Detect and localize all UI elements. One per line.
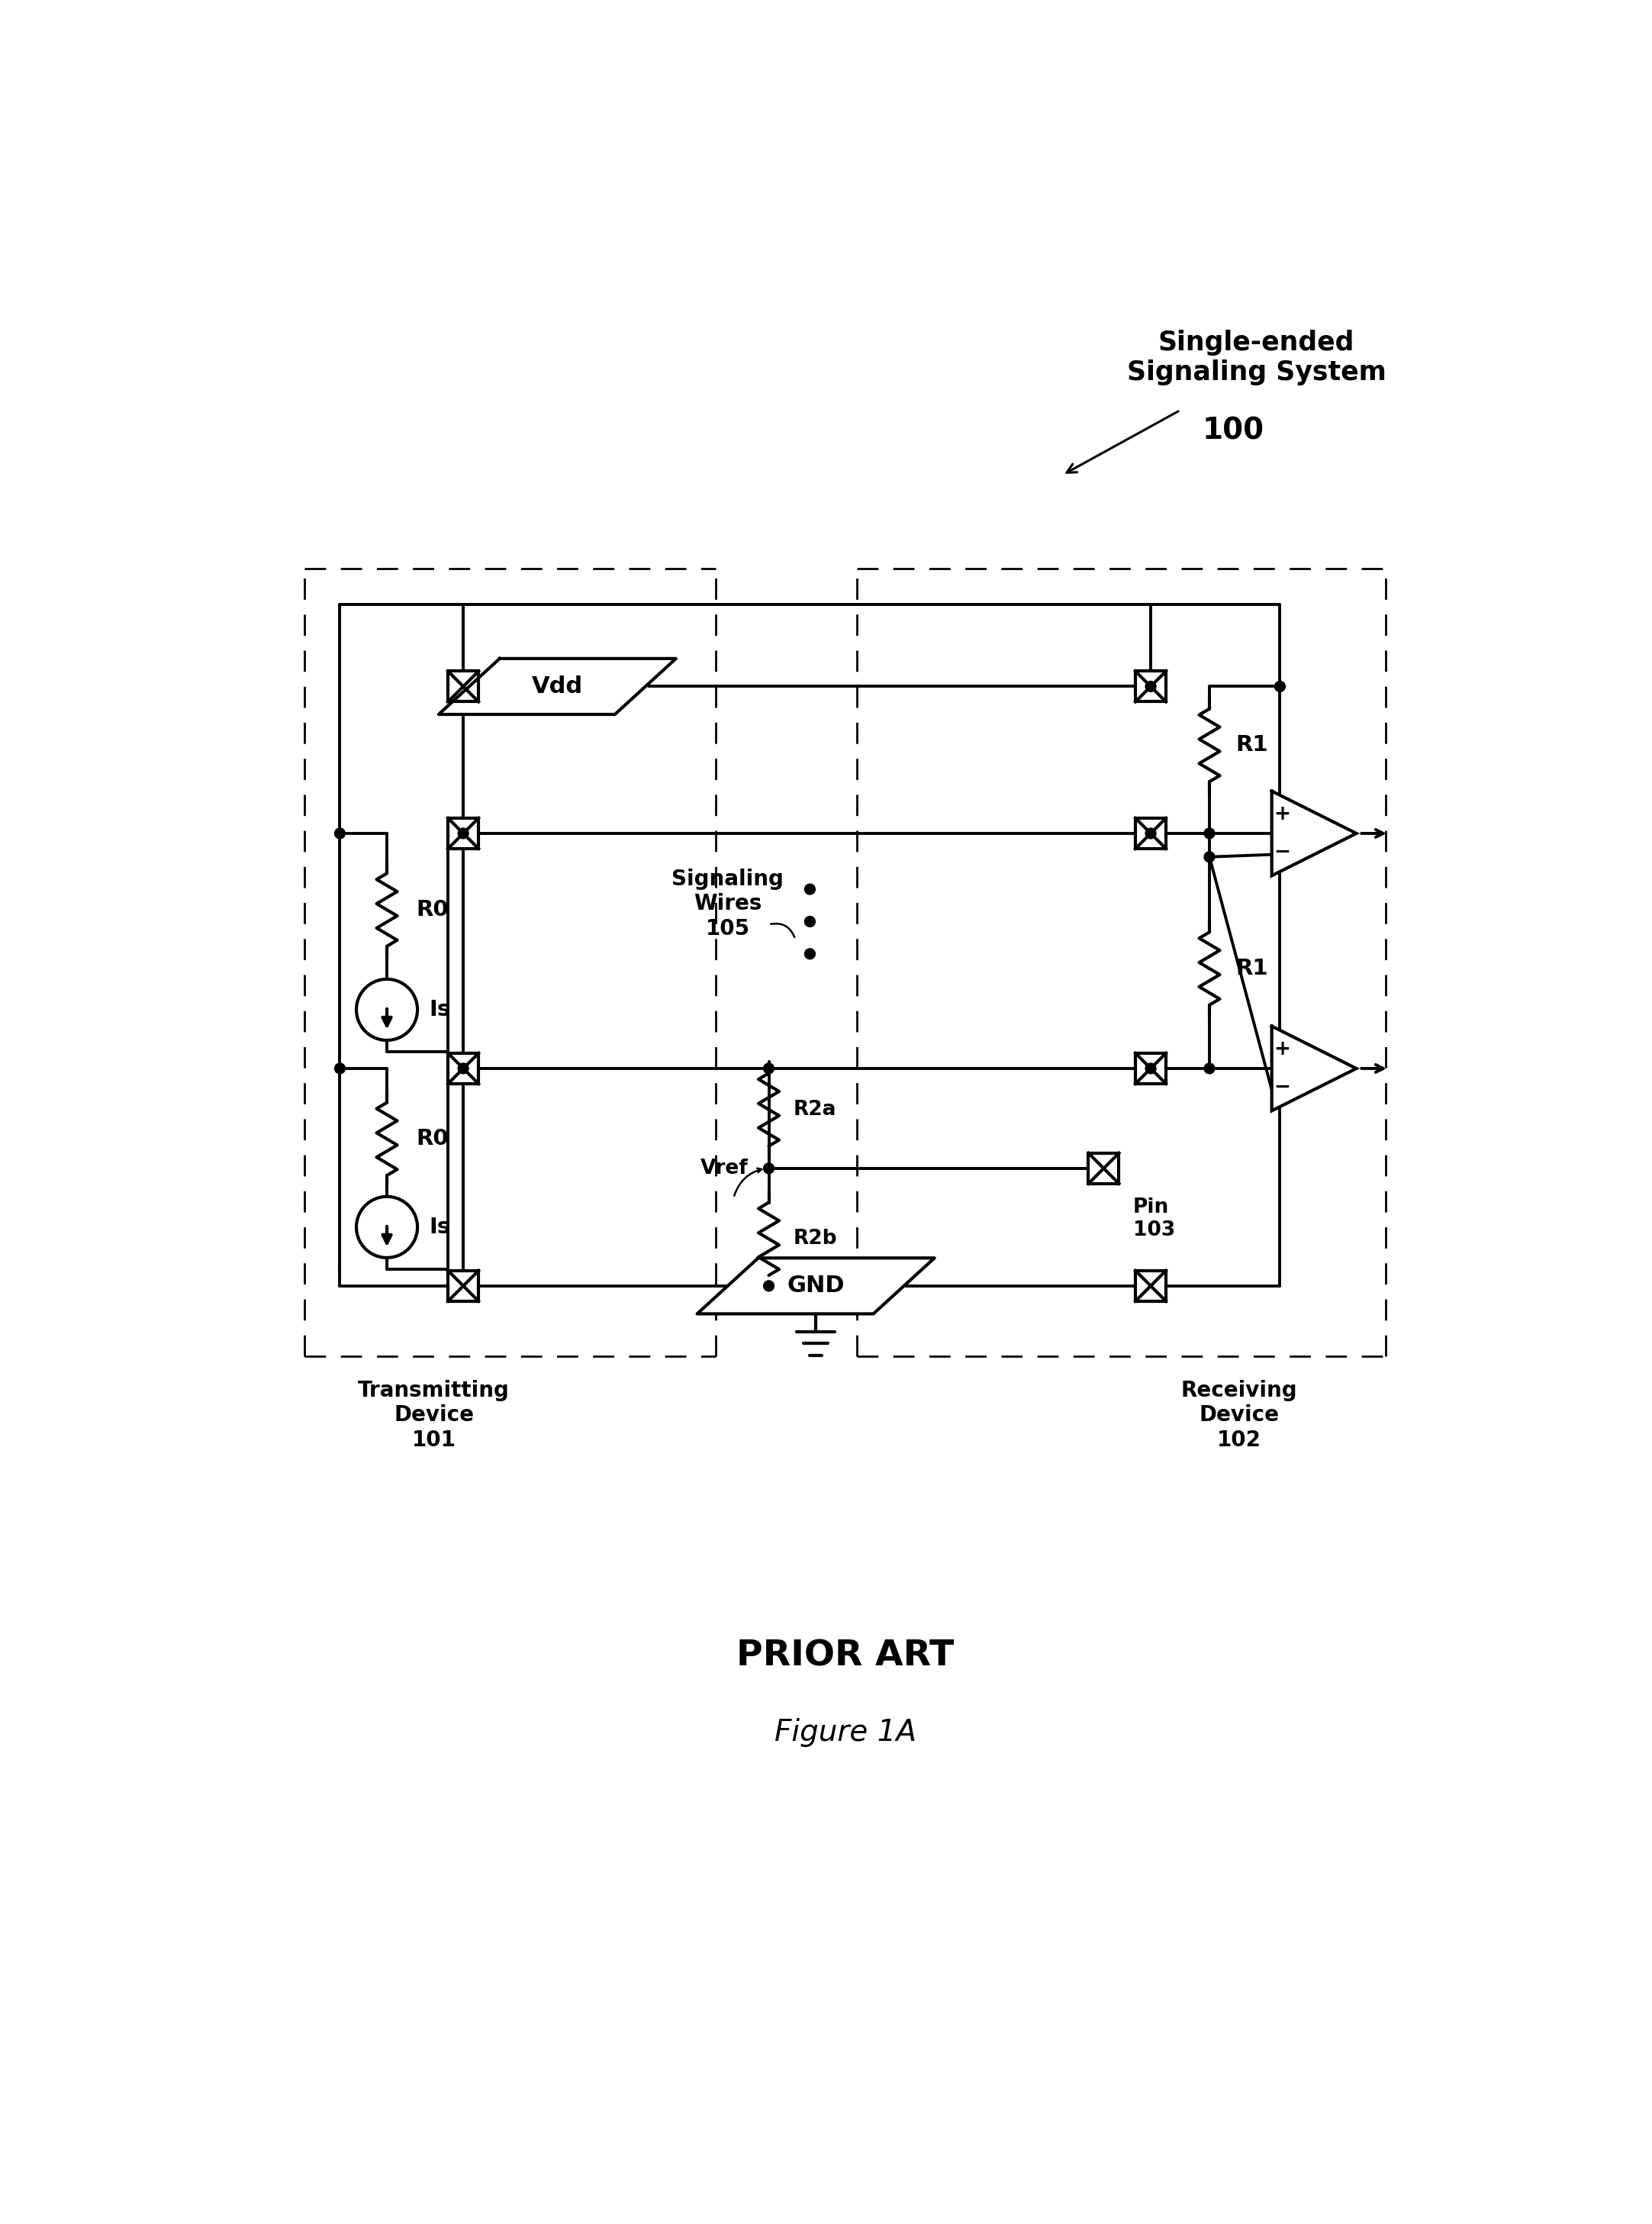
Polygon shape bbox=[697, 1259, 935, 1314]
Circle shape bbox=[1145, 1063, 1156, 1074]
Circle shape bbox=[1204, 1063, 1214, 1074]
Circle shape bbox=[335, 827, 345, 838]
Circle shape bbox=[458, 1063, 469, 1074]
Bar bbox=[1135, 818, 1166, 850]
Circle shape bbox=[357, 979, 418, 1041]
Text: 100: 100 bbox=[1203, 416, 1264, 445]
Text: R2a: R2a bbox=[793, 1099, 836, 1119]
Bar bbox=[1135, 1270, 1166, 1301]
Circle shape bbox=[763, 1063, 775, 1074]
Circle shape bbox=[335, 1063, 345, 1074]
Circle shape bbox=[1275, 681, 1285, 692]
Circle shape bbox=[763, 1281, 775, 1292]
Text: Figure 1A: Figure 1A bbox=[775, 1717, 917, 1748]
Text: −: − bbox=[1274, 1079, 1290, 1096]
Bar bbox=[1135, 672, 1166, 703]
Text: R1: R1 bbox=[1236, 959, 1269, 979]
Text: Is: Is bbox=[430, 1217, 451, 1239]
Polygon shape bbox=[1272, 792, 1356, 876]
Text: Vdd: Vdd bbox=[532, 676, 583, 698]
Text: +: + bbox=[1274, 1039, 1290, 1059]
Bar bbox=[448, 1270, 479, 1301]
Text: R0: R0 bbox=[416, 898, 449, 921]
Text: Receiving
Device
102: Receiving Device 102 bbox=[1181, 1379, 1297, 1450]
Bar bbox=[448, 818, 479, 850]
Circle shape bbox=[357, 1197, 418, 1259]
Text: Signaling
Wires
105: Signaling Wires 105 bbox=[672, 870, 783, 939]
Circle shape bbox=[1204, 852, 1214, 863]
Text: R2b: R2b bbox=[793, 1230, 838, 1250]
Bar bbox=[448, 672, 479, 703]
Text: Vref: Vref bbox=[700, 1159, 748, 1179]
Text: Pin
103: Pin 103 bbox=[1133, 1199, 1175, 1241]
Circle shape bbox=[763, 1163, 775, 1174]
Circle shape bbox=[805, 916, 814, 927]
Bar bbox=[1135, 1054, 1166, 1083]
Text: R1: R1 bbox=[1236, 734, 1269, 756]
Text: R0: R0 bbox=[416, 1128, 449, 1150]
Polygon shape bbox=[1272, 1025, 1356, 1110]
Text: PRIOR ART: PRIOR ART bbox=[737, 1639, 953, 1672]
Polygon shape bbox=[438, 658, 676, 714]
Circle shape bbox=[1204, 827, 1214, 838]
Bar bbox=[448, 1054, 479, 1083]
Text: +: + bbox=[1274, 805, 1290, 825]
Text: Is: Is bbox=[430, 999, 451, 1021]
Circle shape bbox=[458, 827, 469, 838]
Text: Transmitting
Device
101: Transmitting Device 101 bbox=[358, 1379, 510, 1450]
Circle shape bbox=[1145, 827, 1156, 838]
Bar bbox=[1089, 1152, 1118, 1183]
Circle shape bbox=[805, 950, 814, 959]
Text: −: − bbox=[1274, 843, 1290, 863]
Text: Single-ended
Signaling System: Single-ended Signaling System bbox=[1127, 329, 1386, 385]
Circle shape bbox=[805, 883, 814, 894]
Text: GND: GND bbox=[786, 1274, 844, 1297]
Circle shape bbox=[1145, 681, 1156, 692]
